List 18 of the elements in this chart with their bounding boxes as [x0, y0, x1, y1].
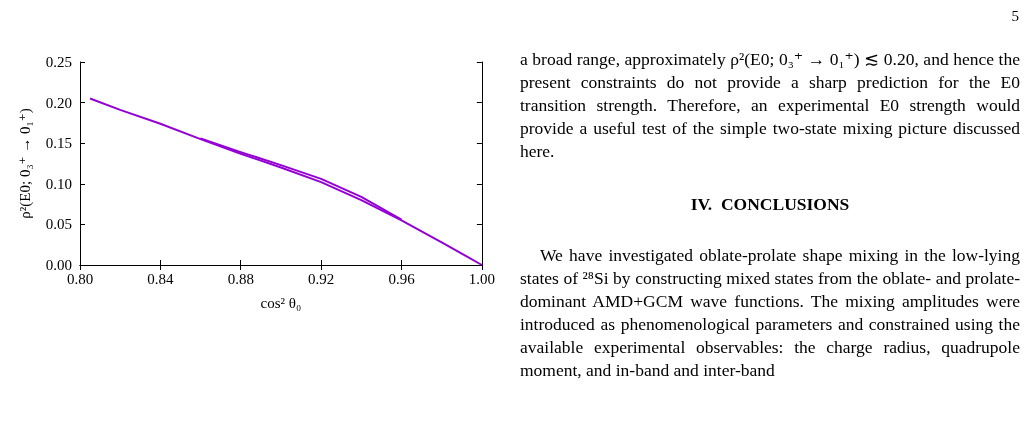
x-tick-label: 0.88 [227, 270, 254, 287]
x-tick-label: 0.92 [308, 270, 335, 287]
y-tick-label: 0.05 [45, 216, 72, 233]
text: a broad range, approximately ρ²(E0; 0₃⁺ → 0₁⁺) ≲ 0.20, and hence the present constraints do not provide a sharp prediction for the E0 transition strength. Therefore, an experimental E0 strength would provide a useful test of the simple two-state mixing picture discussed here. [520, 48, 1020, 163]
y-tick-label: 0.15 [45, 135, 72, 152]
y-tick-label: 0.20 [45, 94, 72, 111]
y-tick-label: 0.00 [45, 257, 72, 273]
x-tick-label: 1.00 [468, 270, 495, 287]
y-tick-label: 0.25 [45, 54, 72, 70]
x-tick-label: 0.84 [147, 270, 174, 287]
x-tick-label: 0.96 [388, 270, 416, 287]
text: We have investigated oblate-prolate shape mixing in the low-lying states of ²⁸Si by constructing mixed states from the oblate- and prolate-dominant AMD+GCM wave functions. The mixing amplitudes were introduced as phenomenological parameters and constrained using the available experimental observables: the charge radius, quadrupole moment, and in-band and inter-band [520, 244, 1020, 382]
y-tick-label: 0.10 [45, 175, 72, 192]
x-axis-title: cos² θ₀ [260, 294, 302, 311]
text: IV. CONCLUSIONS [689, 193, 851, 216]
text: 5 [1011, 8, 1019, 25]
x-tick-label: 0.80 [66, 270, 94, 287]
y-axis-title: ρ²(E0; 0₃⁺ → 0₁⁺) [16, 108, 34, 219]
